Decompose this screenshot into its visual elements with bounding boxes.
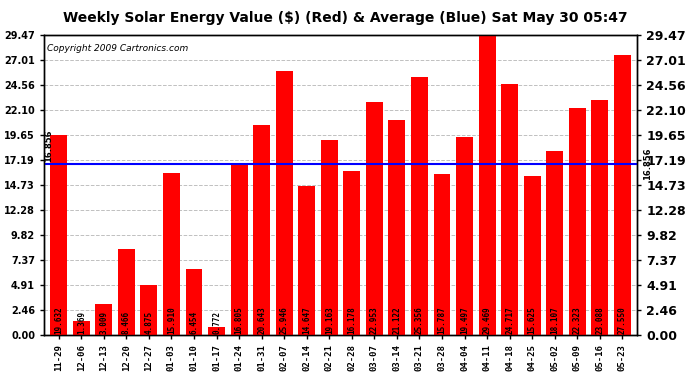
Text: 22.953: 22.953: [370, 306, 379, 334]
Bar: [118, 249, 135, 335]
Bar: [298, 186, 315, 335]
Text: 15.787: 15.787: [437, 306, 446, 334]
Bar: [411, 77, 428, 335]
Text: 29.469: 29.469: [482, 306, 491, 334]
Text: 1.369: 1.369: [77, 311, 86, 334]
Text: 19.163: 19.163: [325, 306, 334, 334]
Text: 0.772: 0.772: [212, 311, 221, 334]
Text: 21.122: 21.122: [393, 306, 402, 334]
Text: Weekly Solar Energy Value ($) (Red) & Average (Blue) Sat May 30 05:47: Weekly Solar Energy Value ($) (Red) & Av…: [63, 11, 627, 25]
Text: 6.454: 6.454: [190, 311, 199, 334]
Bar: [230, 164, 248, 335]
Bar: [186, 269, 202, 335]
Text: 4.875: 4.875: [144, 311, 153, 334]
Bar: [479, 35, 495, 335]
Text: 27.550: 27.550: [618, 306, 627, 334]
Text: 16.856: 16.856: [643, 147, 652, 180]
Bar: [569, 108, 586, 335]
Bar: [276, 71, 293, 335]
Text: 15.625: 15.625: [528, 306, 537, 334]
Bar: [253, 125, 270, 335]
Text: 16.856: 16.856: [44, 129, 53, 162]
Bar: [73, 321, 90, 335]
Text: 15.910: 15.910: [167, 306, 176, 334]
Bar: [546, 151, 563, 335]
Bar: [50, 135, 67, 335]
Bar: [366, 102, 383, 335]
Text: 22.323: 22.323: [573, 306, 582, 334]
Bar: [456, 137, 473, 335]
Text: 19.632: 19.632: [55, 306, 63, 334]
Bar: [388, 120, 406, 335]
Text: 24.717: 24.717: [505, 306, 514, 334]
Text: 25.356: 25.356: [415, 306, 424, 334]
Text: 19.497: 19.497: [460, 306, 469, 334]
Text: 25.946: 25.946: [279, 306, 288, 334]
Bar: [344, 171, 360, 335]
Bar: [591, 100, 609, 335]
Text: Copyright 2009 Cartronics.com: Copyright 2009 Cartronics.com: [47, 44, 188, 53]
Bar: [141, 285, 157, 335]
Bar: [614, 55, 631, 335]
Bar: [433, 174, 451, 335]
Bar: [95, 304, 112, 335]
Text: 16.178: 16.178: [347, 306, 356, 334]
Bar: [208, 327, 225, 335]
Bar: [321, 140, 337, 335]
Text: 18.107: 18.107: [550, 306, 560, 334]
Text: 3.009: 3.009: [99, 311, 108, 334]
Bar: [163, 173, 180, 335]
Bar: [501, 84, 518, 335]
Text: 8.466: 8.466: [122, 311, 131, 334]
Text: 14.647: 14.647: [302, 306, 311, 334]
Text: 23.088: 23.088: [595, 306, 604, 334]
Text: 16.805: 16.805: [235, 306, 244, 334]
Bar: [524, 176, 541, 335]
Text: 20.643: 20.643: [257, 306, 266, 334]
